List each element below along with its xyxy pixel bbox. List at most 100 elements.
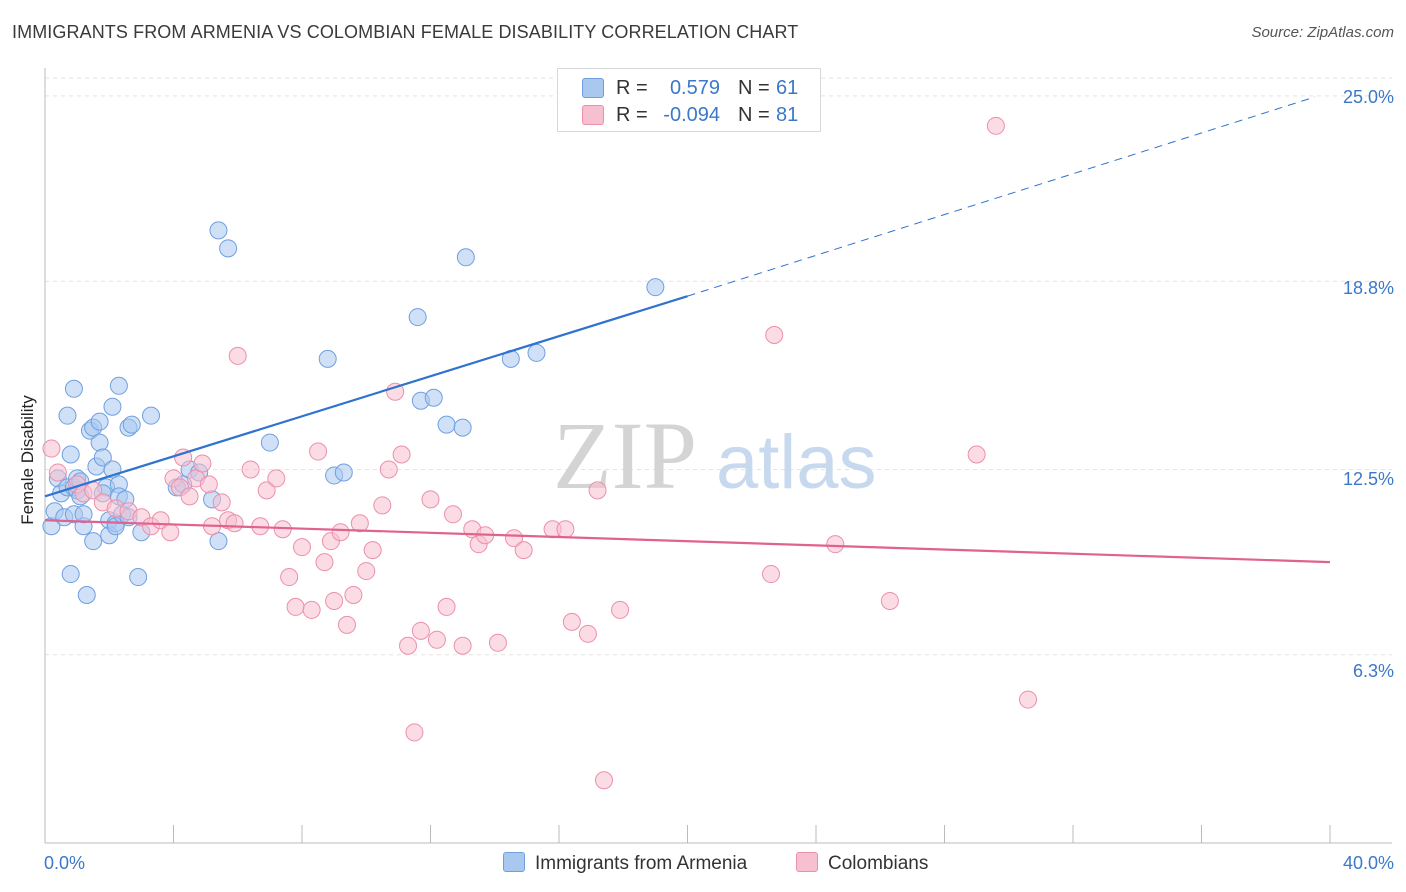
colombians-point bbox=[556, 520, 575, 539]
colombians-point bbox=[562, 612, 581, 631]
armenia-point bbox=[93, 448, 112, 467]
colombians-point bbox=[505, 529, 524, 548]
legend-n-label: N = bbox=[738, 77, 770, 99]
armenia-point bbox=[90, 433, 109, 452]
armenia-point bbox=[456, 248, 475, 267]
colombians-point bbox=[315, 553, 334, 572]
chart-title: IMMIGRANTS FROM ARMENIA VS COLOMBIAN FEM… bbox=[12, 22, 799, 42]
armenia-point bbox=[61, 565, 80, 584]
armenia-trend-extension bbox=[687, 96, 1316, 297]
armenia-point bbox=[84, 532, 103, 551]
colombians-trend-line bbox=[44, 519, 1331, 564]
colombians-point bbox=[331, 523, 350, 542]
colombians-point bbox=[257, 481, 276, 500]
armenia-point bbox=[61, 445, 80, 464]
armenia-point bbox=[103, 397, 122, 416]
watermark-zip: ZIP bbox=[553, 402, 697, 509]
colombians-point bbox=[325, 591, 344, 610]
legend-r-label: R = bbox=[616, 104, 648, 126]
legend-n-value: 61 bbox=[776, 77, 799, 99]
colombians-point bbox=[337, 615, 356, 634]
y-tick-12-5: 12.5% bbox=[1342, 469, 1394, 489]
legend-swatch-armenia bbox=[582, 78, 604, 98]
axes bbox=[44, 68, 1392, 844]
armenia-point bbox=[74, 505, 93, 524]
legend-r-label: R = bbox=[616, 77, 648, 99]
colombians-point bbox=[357, 562, 376, 581]
legend-n-label: N = bbox=[738, 104, 770, 126]
colombians-point bbox=[280, 568, 299, 587]
x-tick-max: 40.0% bbox=[1342, 853, 1394, 873]
watermark: ZIP atlas bbox=[553, 402, 877, 509]
colombians-point bbox=[344, 585, 363, 604]
colombians-point bbox=[588, 481, 607, 500]
armenia-point bbox=[58, 406, 77, 425]
colombians-point bbox=[241, 460, 260, 479]
armenia-point bbox=[453, 418, 472, 437]
colombians-point bbox=[363, 541, 382, 560]
armenia-point bbox=[129, 568, 148, 587]
colombians-point bbox=[193, 454, 212, 473]
bottom-legend-label-armenia: Immigrants from Armenia bbox=[535, 853, 748, 874]
colombians-point bbox=[48, 463, 67, 482]
legend-r-value: 0.579 bbox=[669, 77, 720, 99]
colombians-point bbox=[488, 633, 507, 652]
y-tick-25: 25.0% bbox=[1342, 87, 1394, 107]
colombians-point bbox=[762, 565, 781, 584]
points-layer bbox=[42, 116, 1038, 790]
colombians-point bbox=[967, 445, 986, 464]
bottom-legend-label-colombians: Colombians bbox=[828, 853, 929, 874]
trend-lines bbox=[44, 96, 1331, 564]
armenia-point bbox=[209, 532, 228, 551]
armenia-point bbox=[408, 308, 427, 327]
armenia-point bbox=[122, 415, 141, 434]
colombians-point bbox=[174, 448, 193, 467]
colombians-point bbox=[267, 469, 286, 488]
colombians-point bbox=[350, 514, 369, 533]
colombians-point bbox=[453, 636, 472, 655]
colombians-point bbox=[212, 493, 231, 512]
colombians-point bbox=[443, 505, 462, 524]
colombians-point bbox=[302, 600, 321, 619]
colombians-point bbox=[611, 600, 630, 619]
colombians-point bbox=[161, 523, 180, 542]
colombians-point bbox=[180, 487, 199, 506]
bottom-legend-colombians: Colombians bbox=[796, 852, 928, 875]
armenia-point bbox=[209, 221, 228, 240]
colombians-point bbox=[373, 496, 392, 515]
colombians-point bbox=[399, 636, 418, 655]
colombians-point bbox=[228, 346, 247, 365]
colombians-point bbox=[765, 325, 784, 344]
bottom-legend-swatch-armenia bbox=[503, 852, 525, 872]
colombians-point bbox=[392, 445, 411, 464]
y-axis-label: Female Disability bbox=[18, 395, 37, 525]
legend-n-value: 81 bbox=[776, 104, 799, 126]
armenia-trend-line bbox=[44, 295, 688, 498]
colombians-point bbox=[199, 475, 218, 494]
colombians-point bbox=[594, 771, 613, 790]
armenia-point bbox=[109, 376, 128, 395]
armenia-point bbox=[77, 585, 96, 604]
armenia-point bbox=[90, 412, 109, 431]
colombians-point bbox=[578, 624, 597, 643]
armenia-point bbox=[318, 349, 337, 368]
armenia-point bbox=[424, 388, 443, 407]
colombians-point bbox=[309, 442, 328, 461]
armenia-point bbox=[646, 278, 665, 297]
colombians-point bbox=[286, 597, 305, 616]
bottom-legend-armenia: Immigrants from Armenia bbox=[503, 852, 747, 875]
colombians-point bbox=[411, 621, 430, 640]
armenia-point bbox=[260, 433, 279, 452]
colombians-point bbox=[514, 541, 533, 560]
colombians-point bbox=[986, 116, 1005, 135]
y-tick-6-3: 6.3% bbox=[1352, 661, 1394, 681]
watermark-atlas: atlas bbox=[716, 420, 877, 505]
colombians-point bbox=[427, 630, 446, 649]
colombians-point bbox=[1019, 690, 1038, 709]
y-tick-18-8: 18.8% bbox=[1342, 278, 1394, 298]
armenia-point bbox=[437, 415, 456, 434]
colombians-point bbox=[405, 723, 424, 742]
correlation-legend: R = 0.579 N = 61 R = -0.094 N = 81 bbox=[557, 68, 821, 132]
x-tick-min: 0.0% bbox=[44, 853, 86, 873]
